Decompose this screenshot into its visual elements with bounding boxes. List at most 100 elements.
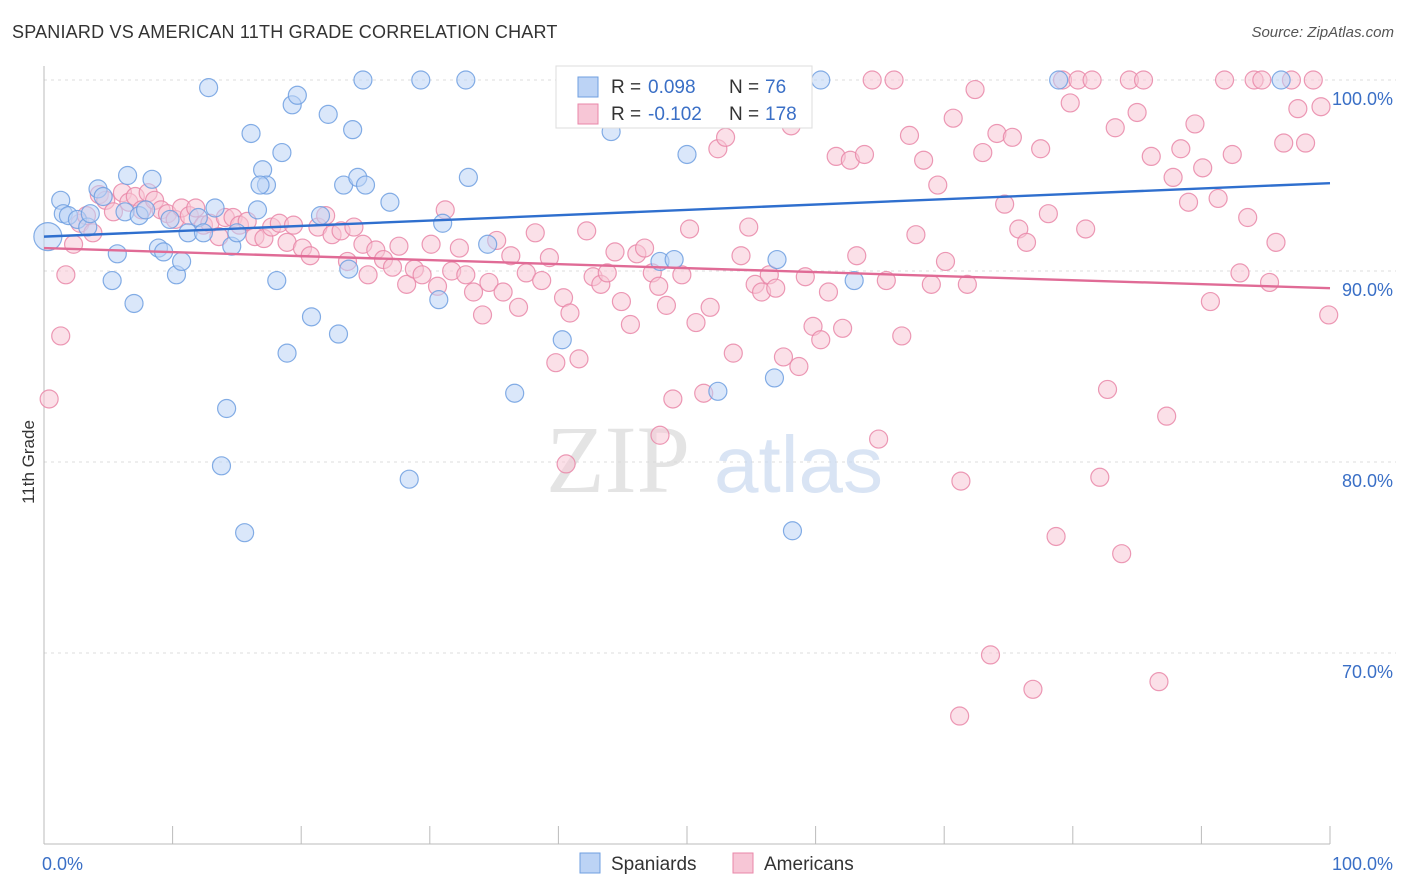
spaniards-legend-swatch xyxy=(577,76,599,98)
gridlines xyxy=(44,79,1396,654)
americans-point xyxy=(1214,70,1235,90)
americans-point xyxy=(1127,102,1147,123)
americans-point xyxy=(501,246,521,266)
americans-point xyxy=(449,238,469,258)
spaniards-point xyxy=(250,175,270,195)
axes xyxy=(43,66,1331,845)
spaniards-trend-line xyxy=(43,181,1331,238)
spaniards-point xyxy=(458,167,478,188)
spaniards-point xyxy=(355,175,376,195)
americans-point xyxy=(1097,379,1118,400)
americans-point xyxy=(686,312,706,333)
americans-point xyxy=(869,429,889,449)
americans-point xyxy=(876,270,896,291)
americans-point xyxy=(965,79,985,100)
spaniards-point xyxy=(199,78,219,98)
americans-point xyxy=(739,217,759,237)
americans-point xyxy=(1193,158,1213,178)
americans-point xyxy=(56,265,76,285)
americans-n-label: N = xyxy=(729,104,759,125)
americans-point xyxy=(456,265,476,285)
americans-point xyxy=(1222,144,1242,165)
americans-points xyxy=(39,70,1339,726)
watermark: ZIP atlas xyxy=(546,406,883,513)
spaniards-n-label: N = xyxy=(729,77,759,98)
americans-point xyxy=(1046,526,1066,547)
americans-point xyxy=(656,295,677,315)
y-tick-label: 80.0% xyxy=(1342,471,1393,491)
americans-point xyxy=(51,326,71,346)
americans-point xyxy=(1171,139,1191,159)
americans-point xyxy=(1252,70,1272,90)
americans-point xyxy=(833,318,853,338)
spaniards-point xyxy=(193,223,214,243)
spaniards-point xyxy=(205,198,225,218)
americans-point xyxy=(1149,672,1169,692)
tick-labels: 70.0% 80.0% 90.0% 100.0% 0.0% 100.0% 11th Grad… xyxy=(19,89,1393,874)
spaniards-point xyxy=(287,85,307,105)
americans-point xyxy=(532,270,552,291)
americans-point xyxy=(611,291,632,312)
americans-point xyxy=(389,236,409,256)
y-axis-title: 11th Grade xyxy=(19,420,38,504)
americans-point xyxy=(951,471,971,491)
spaniards-r-value: 0.098 xyxy=(648,77,696,98)
americans-point xyxy=(700,297,720,317)
series-legend: Spaniards Americans xyxy=(579,852,854,875)
spaniards-point xyxy=(272,142,292,163)
spaniards-point xyxy=(301,307,322,327)
americans-point xyxy=(811,330,831,350)
spaniards-point xyxy=(811,70,831,90)
source-label: Source: ZipAtlas.com xyxy=(1251,24,1394,41)
y-tick-label: 70.0% xyxy=(1342,662,1393,682)
spaniards-point xyxy=(227,223,247,243)
spaniards-point xyxy=(80,204,100,224)
americans-point xyxy=(715,127,736,147)
spaniards-point xyxy=(142,169,162,189)
americans-r-label: R = xyxy=(611,104,641,125)
americans-point xyxy=(928,175,948,195)
americans-point xyxy=(1082,70,1102,90)
americans-n-value: 178 xyxy=(765,104,797,125)
americans-trend-line xyxy=(43,246,1331,290)
americans-point xyxy=(1259,272,1280,293)
americans-point xyxy=(358,265,378,285)
americans-point xyxy=(1295,133,1316,153)
americans-point xyxy=(789,356,809,377)
americans-point xyxy=(1303,70,1323,90)
spaniards-point xyxy=(433,213,453,233)
americans-point xyxy=(818,282,839,302)
americans-point xyxy=(493,282,513,302)
y-tick-label: 90.0% xyxy=(1342,280,1393,300)
americans-point xyxy=(1311,97,1331,117)
x-tick-label-min: 0.0% xyxy=(42,854,83,874)
americans-point xyxy=(1163,167,1183,188)
americans-point xyxy=(1112,544,1132,564)
spaniards-point xyxy=(664,249,684,270)
x-tick-label-max: 100.0% xyxy=(1332,854,1393,874)
americans-legend-swatch-bottom xyxy=(732,852,754,874)
americans-r-value: -0.102 xyxy=(648,104,702,125)
americans-point xyxy=(1288,99,1308,119)
spaniards-point xyxy=(411,70,431,90)
americans-point xyxy=(1023,679,1043,699)
spaniards-r-label: R = xyxy=(611,77,641,98)
americans-point xyxy=(479,272,499,293)
americans-point xyxy=(397,274,417,294)
americans-legend-label: Americans xyxy=(764,854,854,875)
americans-point xyxy=(884,70,904,90)
americans-point xyxy=(995,194,1015,214)
spaniards-legend-label: Spaniards xyxy=(611,854,697,875)
americans-point xyxy=(950,706,970,726)
spaniards-point xyxy=(217,398,237,419)
spaniards-point xyxy=(380,192,400,212)
spaniards-point xyxy=(456,70,476,90)
americans-point xyxy=(412,265,432,285)
americans-point xyxy=(980,645,1001,665)
legend-box xyxy=(555,65,813,129)
spaniards-point xyxy=(241,123,261,144)
americans-point xyxy=(1002,127,1022,147)
americans-point xyxy=(663,389,683,409)
americans-point xyxy=(508,297,529,317)
